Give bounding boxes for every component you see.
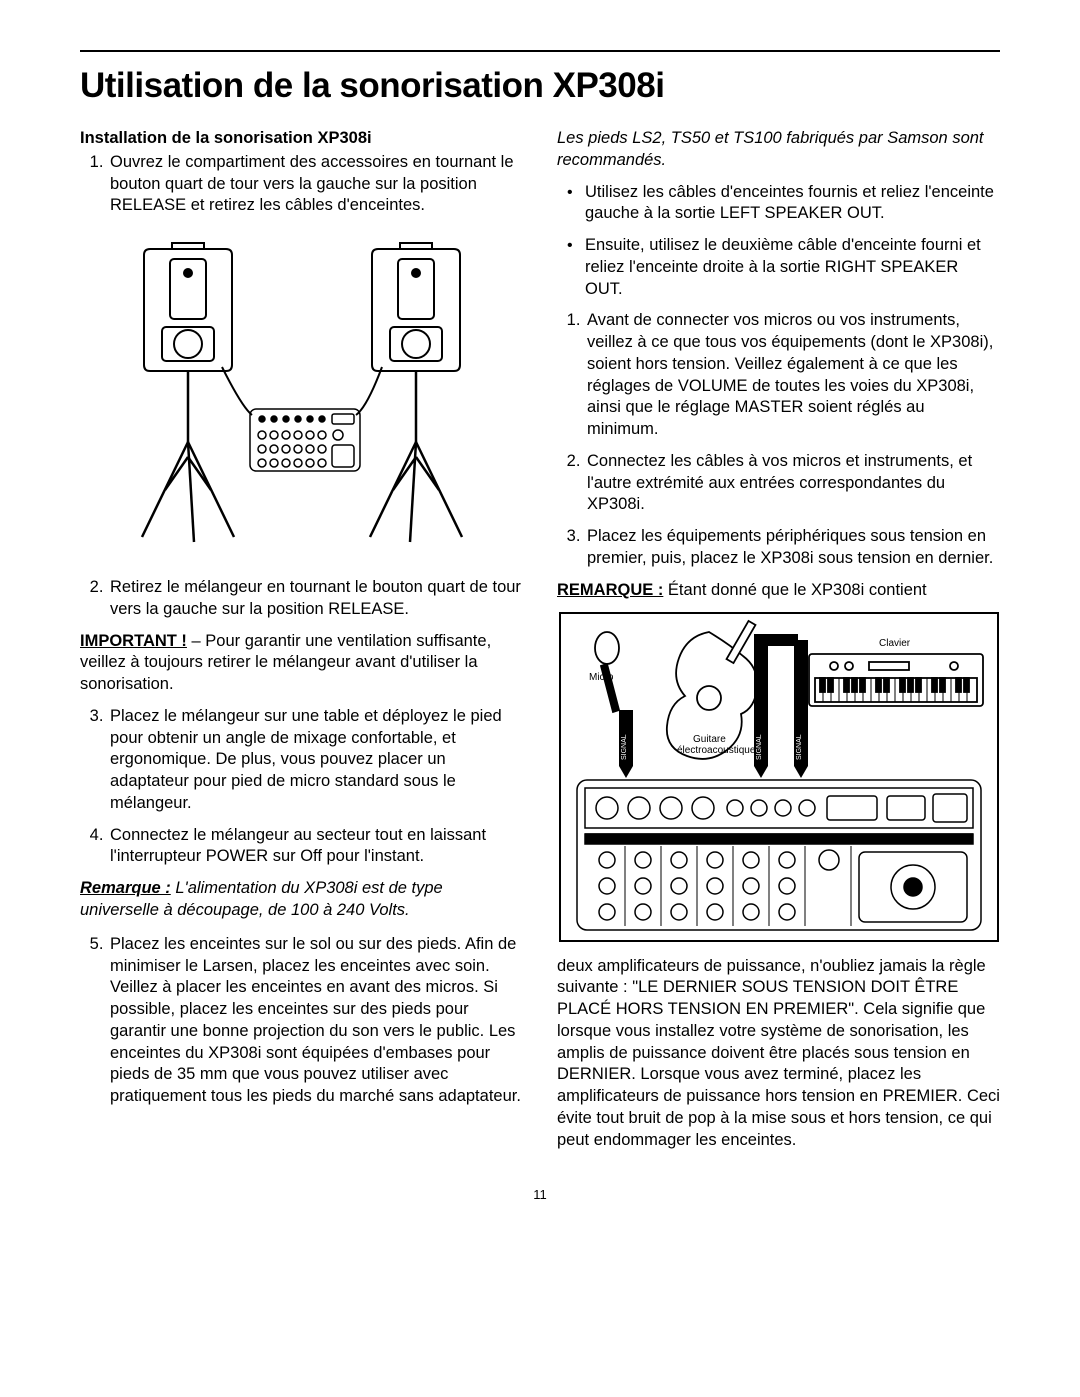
top-rule bbox=[80, 50, 1000, 52]
remark-label: Remarque : bbox=[80, 879, 171, 897]
continuation-para: deux amplificateurs de puissance, n'oubl… bbox=[557, 956, 1000, 1152]
left-list-1: Ouvrez le compartiment des accessoires e… bbox=[80, 152, 523, 217]
fig2-label-signal-3: SIGNAL bbox=[796, 734, 803, 760]
figure-speakers-setup bbox=[80, 237, 523, 555]
list-item: Avant de connecter vos micros ou vos ins… bbox=[585, 310, 1000, 441]
fig2-label-signal-2: SIGNAL bbox=[756, 734, 763, 760]
figure-connection-diagram: Micro Guitare électroacoustique bbox=[557, 612, 1000, 942]
left-list-4: Placez les enceintes sur le sol ou sur d… bbox=[80, 934, 523, 1108]
list-item: Utilisez les câbles d'enceintes fournis … bbox=[585, 182, 1000, 226]
right-column: Les pieds LS2, TS50 et TS100 fabriqués p… bbox=[557, 128, 1000, 1161]
content-columns: Installation de la sonorisation XP308i O… bbox=[80, 128, 1000, 1161]
list-item: Connectez les câbles à vos micros et ins… bbox=[585, 451, 1000, 516]
note-label: REMARQUE : bbox=[557, 581, 663, 599]
left-column: Installation de la sonorisation XP308i O… bbox=[80, 128, 523, 1161]
right-bullets: Utilisez les câbles d'enceintes fournis … bbox=[557, 182, 1000, 301]
list-item: Ouvrez le compartiment des accessoires e… bbox=[108, 152, 523, 217]
fig2-label-guitare-1: Guitare bbox=[693, 734, 726, 745]
note-text: Étant donné que le XP308i contient bbox=[663, 581, 926, 599]
left-list-2: Retirez le mélangeur en tournant le bout… bbox=[80, 577, 523, 621]
list-item: Retirez le mélangeur en tournant le bout… bbox=[108, 577, 523, 621]
list-item: Placez les enceintes sur le sol ou sur d… bbox=[108, 934, 523, 1108]
fig2-label-signal-1: SIGNAL bbox=[621, 734, 628, 760]
remark-note: Remarque : L'alimentation du XP308i est … bbox=[80, 878, 523, 922]
fig2-label-micro: Micro bbox=[589, 672, 614, 683]
fig2-label-clavier: Clavier bbox=[879, 638, 911, 649]
right-list: Avant de connecter vos micros ou vos ins… bbox=[557, 310, 1000, 569]
fig2-label-guitare-2: électroacoustique bbox=[677, 745, 756, 756]
left-subhead: Installation de la sonorisation XP308i bbox=[80, 128, 523, 150]
list-item: Placez le mélangeur sur une table et dép… bbox=[108, 706, 523, 815]
left-list-3: Placez le mélangeur sur une table et dép… bbox=[80, 706, 523, 868]
italic-intro: Les pieds LS2, TS50 et TS100 fabriqués p… bbox=[557, 128, 1000, 172]
page-title: Utilisation de la sonorisation XP308i bbox=[80, 66, 1000, 106]
list-item: Placez les équipements périphériques sou… bbox=[585, 526, 1000, 570]
page-number: 11 bbox=[80, 1187, 1000, 1202]
important-label: IMPORTANT ! bbox=[80, 632, 187, 650]
list-item: Ensuite, utilisez le deuxième câble d'en… bbox=[585, 235, 1000, 300]
list-item: Connectez le mélangeur au secteur tout e… bbox=[108, 825, 523, 869]
important-note: IMPORTANT ! – Pour garantir une ventilat… bbox=[80, 631, 523, 696]
note-line: REMARQUE : Étant donné que le XP308i con… bbox=[557, 580, 1000, 602]
